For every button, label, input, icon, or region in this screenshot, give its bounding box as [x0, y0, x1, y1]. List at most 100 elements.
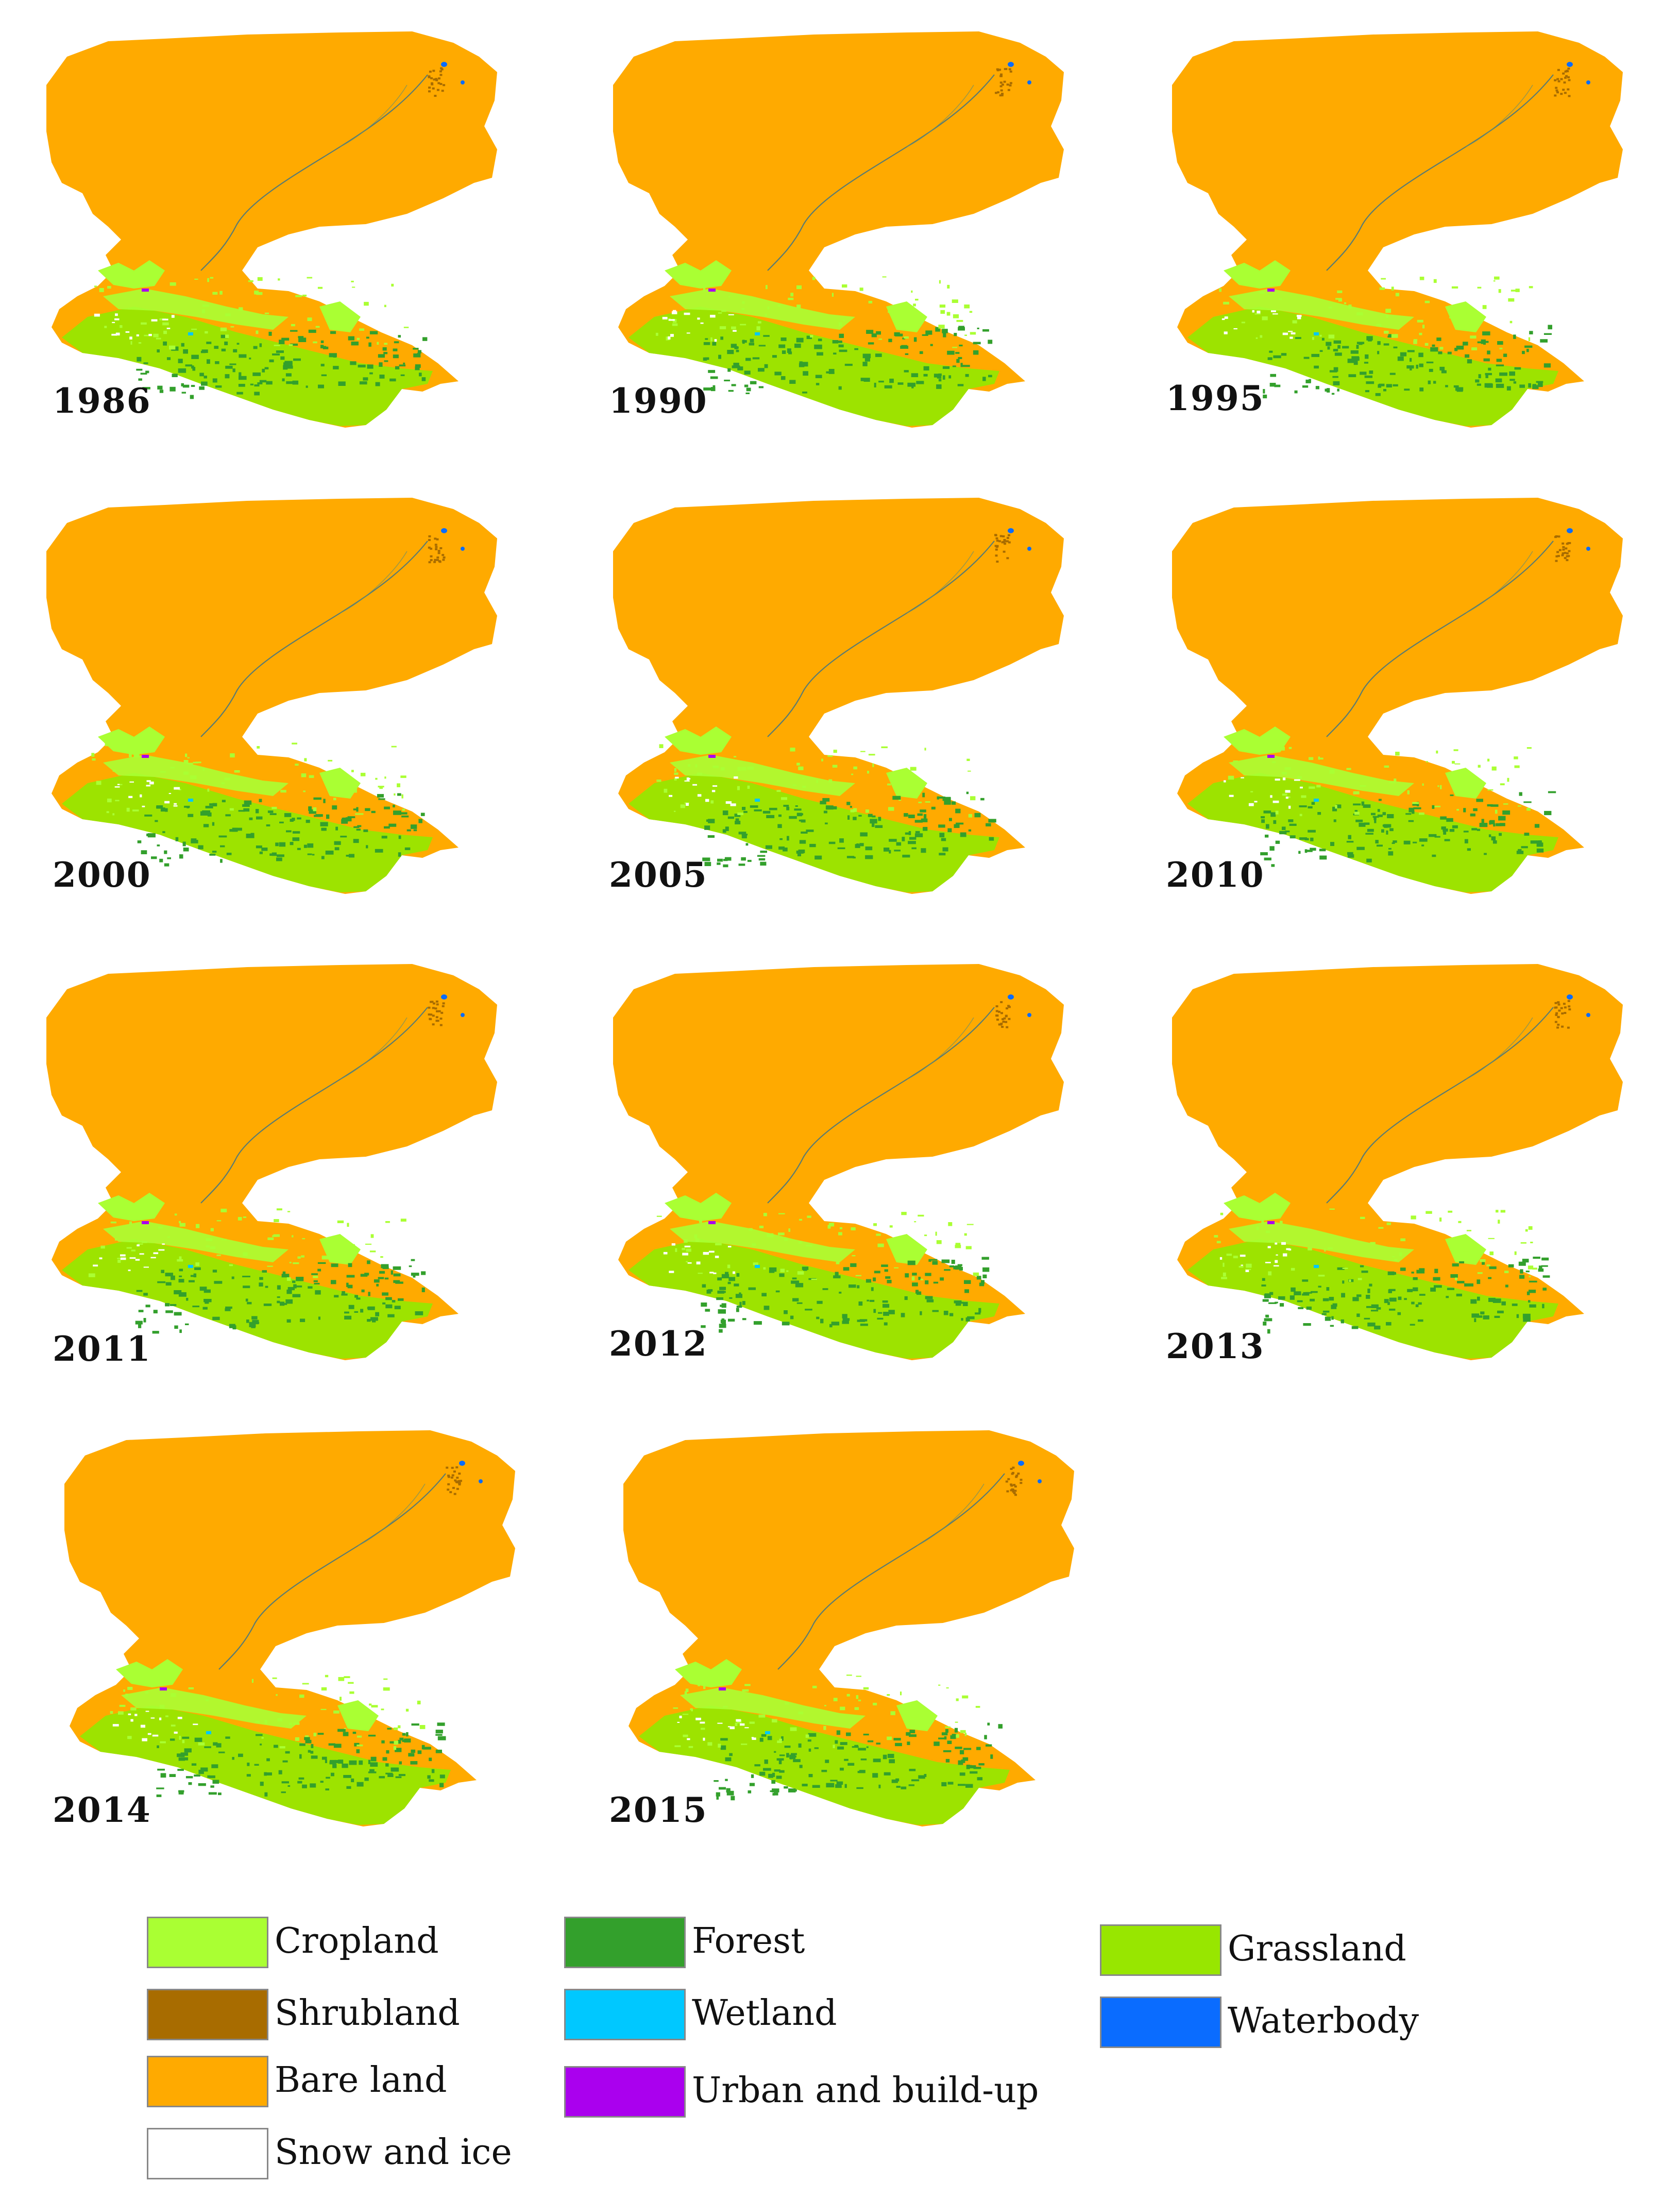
cropland-patch [920, 1279, 923, 1280]
shrubland-patch [430, 1013, 433, 1016]
forest-patch [186, 806, 190, 808]
forest-patch [844, 1758, 849, 1761]
forest-patch [351, 1778, 354, 1782]
forest-patch [1544, 810, 1552, 816]
basin-map-2014 [64, 1430, 515, 1826]
forest-patch [716, 1792, 720, 1797]
cropland-swatch [147, 1917, 268, 1968]
forest-patch [1538, 1265, 1542, 1270]
cropland-patch [1329, 770, 1335, 774]
cropland-patch [1530, 1242, 1533, 1243]
forest-patch [732, 365, 740, 368]
snow-ice-patch [695, 1717, 701, 1720]
forest-patch [739, 1292, 741, 1296]
forest-patch [370, 1756, 377, 1762]
forest-patch [728, 1277, 735, 1281]
shrubland-patch [998, 540, 1001, 543]
forest-patch [202, 1307, 208, 1310]
forest-patch [1520, 1269, 1523, 1274]
cropland-patch [962, 1695, 969, 1699]
cropland-patch [1500, 1210, 1505, 1213]
forest-patch [884, 848, 890, 852]
forest-patch [218, 1751, 225, 1753]
shrubland-patch [433, 561, 436, 563]
map-panel-1986: 1986 [31, 28, 551, 451]
shrubland-patch [435, 79, 438, 81]
cropland-patch [843, 319, 845, 322]
forest-patch [825, 822, 828, 824]
forest-patch [745, 843, 749, 846]
forest-patch [1447, 351, 1452, 354]
cropland-patch [850, 809, 855, 813]
cropland-patch [780, 797, 787, 800]
cropland-patch [1529, 286, 1533, 289]
shrubland-patch [1555, 555, 1558, 557]
snow-ice-patch [115, 332, 120, 336]
snow-ice-patch [715, 1256, 719, 1258]
cropland-patch [833, 1698, 838, 1701]
forest-patch [1371, 813, 1376, 816]
forest-patch [325, 1760, 327, 1763]
forest-patch [335, 826, 338, 831]
shrubland-patch [1006, 1490, 1009, 1493]
snow-ice-patch [692, 784, 697, 786]
forest-patch [905, 1273, 909, 1278]
forest-patch [847, 815, 850, 820]
forest-patch [199, 386, 205, 390]
forest-patch [418, 819, 422, 823]
shrubland-patch [996, 539, 999, 542]
shrubland-patch [1002, 541, 1005, 543]
forest-patch [157, 1281, 166, 1283]
cropland-patch [115, 1238, 117, 1241]
cropland-patch [110, 1221, 116, 1224]
year-label: 1986 [53, 381, 151, 421]
forest-patch [214, 1281, 223, 1284]
map-panel-1995: 1995 [1157, 28, 1677, 451]
forest-patch [1348, 835, 1351, 839]
snow-ice-patch [687, 1738, 690, 1740]
cropland-patch [674, 768, 676, 772]
forest-patch [1267, 1329, 1270, 1334]
forest-patch [716, 1297, 723, 1300]
forest-patch [290, 343, 298, 346]
forest-patch [368, 342, 371, 347]
cropland-patch [1451, 286, 1458, 289]
forest-patch [292, 831, 300, 834]
forest-patch [368, 1760, 370, 1764]
cropland-patch [1526, 807, 1531, 811]
shrubland-patch [428, 535, 431, 537]
cropland-patch [900, 1691, 902, 1696]
forest-patch [758, 368, 765, 372]
forest-patch [1393, 346, 1398, 349]
forest-patch [734, 346, 738, 349]
forest-patch [925, 1280, 929, 1284]
forest-patch [734, 814, 741, 817]
forest-patch [835, 1272, 839, 1276]
forest-patch [375, 1312, 379, 1316]
forest-patch [1530, 840, 1537, 844]
forest-patch [247, 1301, 252, 1305]
forest-patch [1471, 1313, 1480, 1318]
wetland-swatch [564, 1989, 686, 2040]
forest-patch [1481, 819, 1484, 823]
forest-patch [308, 329, 316, 333]
forest-patch [1526, 1291, 1530, 1295]
cropland-patch [216, 1255, 221, 1256]
cropland-patch [1424, 300, 1430, 303]
cropland-patch [158, 1226, 163, 1229]
waterbody-lake [459, 1461, 465, 1466]
shrubland-patch [1562, 542, 1565, 545]
shrubland-patch [995, 548, 998, 551]
snow-ice-patch [727, 1246, 732, 1248]
cropland-patch [1328, 1247, 1333, 1249]
forest-patch [274, 1745, 278, 1748]
cropland-patch [735, 1722, 738, 1726]
forest-patch [1321, 856, 1326, 859]
forest-patch [720, 1305, 722, 1307]
forest-patch [313, 1280, 318, 1282]
cropland-patch [94, 285, 97, 287]
forest-patch [875, 825, 883, 828]
cropland-patch [948, 1222, 953, 1226]
snow-ice-patch [152, 1734, 159, 1737]
forest-patch [375, 382, 380, 386]
